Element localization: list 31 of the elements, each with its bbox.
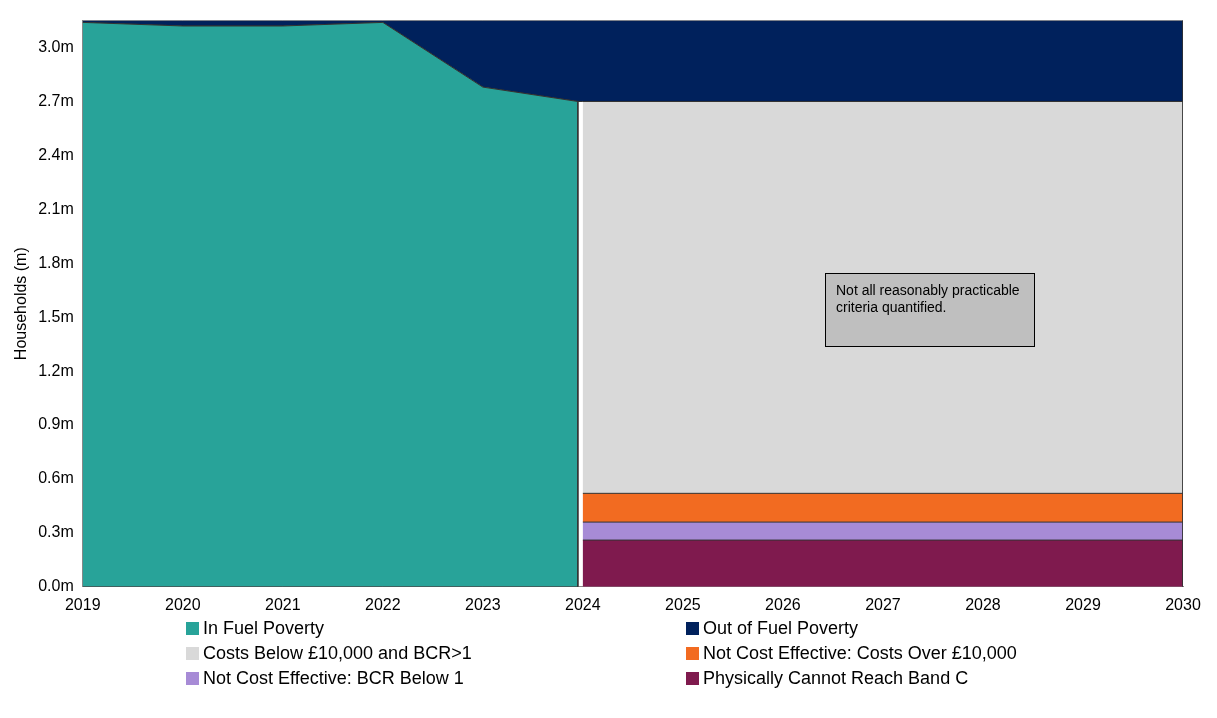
y-tick-label: 1.8m (38, 253, 74, 271)
y-tick-label: 0.0m (38, 577, 74, 595)
y-tick-label: 2.4m (38, 145, 74, 163)
legend-label: Physically Cannot Reach Band C (703, 668, 969, 689)
x-tick-label: 2020 (164, 595, 201, 613)
y-tick-label: 0.9m (38, 415, 74, 433)
x-tick-label: 2026 (765, 595, 801, 613)
x-tick-label: 2022 (365, 595, 401, 613)
x-tick-label: 2019 (64, 595, 101, 613)
x-tick-label: 2025 (665, 595, 701, 613)
x-tick-label: 2030 (1165, 595, 1201, 613)
y-tick-label: 0.3m (38, 523, 74, 541)
y-tick-label: 1.2m (38, 361, 74, 379)
legend-label: In Fuel Poverty (203, 618, 325, 639)
legend-label: Costs Below £10,000 and BCR>1 (203, 643, 472, 664)
legend-label: Not Cost Effective: BCR Below 1 (203, 668, 464, 689)
y-tick-label: 1.5m (38, 307, 74, 325)
y-tick-label: 2.7m (38, 91, 74, 109)
legend-label: Not Cost Effective: Costs Over £10,000 (703, 643, 1017, 664)
note-box: Not all reasonably practicable criteria quantified. (825, 273, 1035, 347)
x-tick-label: 2027 (865, 595, 901, 613)
x-tick-label: 2021 (265, 595, 301, 613)
y-tick-label: 2.1m (38, 199, 74, 217)
legend-label: Out of Fuel Poverty (703, 618, 859, 639)
x-tick-label: 2029 (1065, 595, 1101, 613)
y-tick-label: 3.0m (38, 37, 74, 55)
x-tick-label: 2028 (965, 595, 1001, 613)
x-tick-label: 2024 (565, 595, 601, 613)
y-tick-label: 0.6m (38, 469, 74, 487)
x-tick-label: 2023 (465, 595, 501, 613)
y-axis-title: Households (m) (12, 247, 30, 361)
